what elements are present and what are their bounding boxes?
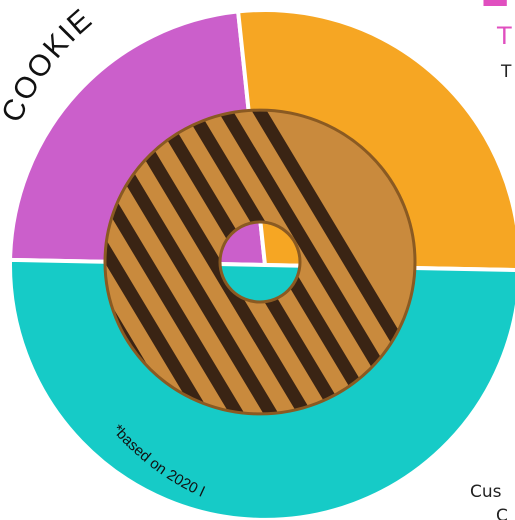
pie-slices bbox=[8, 7, 515, 520]
cookie-ring bbox=[105, 110, 415, 414]
cookie-stripe bbox=[105, 110, 273, 414]
cookie-stripe bbox=[223, 110, 415, 414]
headline-fragment: 2 bbox=[480, 0, 511, 17]
pink-subtitle-fragment: T bbox=[497, 22, 512, 50]
bottom-fragment-2: C bbox=[496, 506, 508, 520]
cookie-stripe bbox=[105, 110, 307, 414]
subtitle-fragment: T bbox=[501, 62, 512, 82]
cookie-stripe bbox=[105, 110, 239, 414]
bottom-fragment-1: Cus bbox=[470, 482, 502, 502]
cookie-edge bbox=[103, 108, 417, 416]
